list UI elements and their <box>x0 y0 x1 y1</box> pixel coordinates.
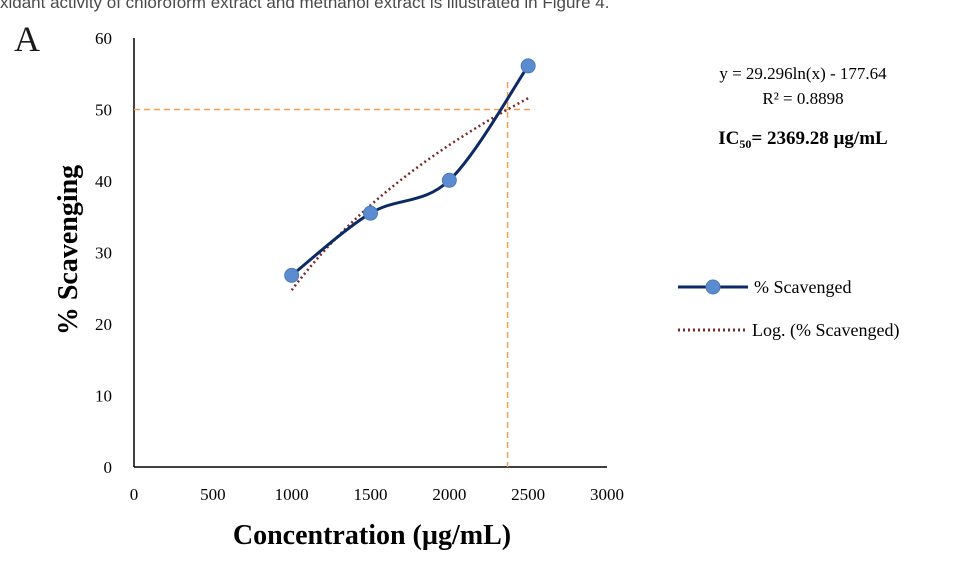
ic50-subscript: 50 <box>739 137 751 151</box>
series-line <box>290 65 530 277</box>
y-tick-label: 50 <box>95 101 112 120</box>
x-axis-title: Concentration (µg/mL) <box>233 520 511 551</box>
ic50-value: = 2369.28 µg/mL <box>751 128 887 149</box>
y-tick-labels: 0 10 20 30 40 50 60 <box>95 29 112 477</box>
ic50-label: IC50= 2369.28 µg/mL <box>718 128 887 151</box>
x-tick-label: 2500 <box>511 485 545 504</box>
x-tick-label: 500 <box>200 485 226 504</box>
y-tick-label: 60 <box>95 29 112 48</box>
x-tick-label: 1500 <box>354 485 388 504</box>
axes <box>133 38 607 468</box>
data-point <box>520 58 536 74</box>
x-tick-label: 0 <box>130 485 139 504</box>
panel-label: A <box>14 19 40 59</box>
series-group <box>284 58 536 283</box>
legend: % Scavenged Log. (% Scavenged) <box>678 277 899 341</box>
ic50-prefix: IC <box>718 128 739 149</box>
y-axis-title: % Scavenging <box>53 165 84 335</box>
trendline-group <box>290 97 529 291</box>
data-point <box>284 267 300 283</box>
ic50-reference-lines <box>134 82 535 467</box>
x-tick-label: 2000 <box>432 485 466 504</box>
y-tick-label: 30 <box>95 244 112 263</box>
data-point <box>363 205 378 221</box>
legend-trend-label: Log. (% Scavenged) <box>752 320 899 341</box>
x-tick-labels: 0 500 1000 1500 2000 2500 3000 <box>130 485 624 504</box>
r-squared-label: R² = 0.8898 <box>762 89 843 108</box>
x-tick-label: 3000 <box>590 485 624 504</box>
y-tick-label: 40 <box>95 172 112 191</box>
legend-series-label: % Scavenged <box>754 277 851 297</box>
regression-equation: y = 29.296ln(x) - 177.64 <box>719 64 887 83</box>
y-tick-label: 10 <box>95 387 112 406</box>
header-text: xidant activity of chloroform extract an… <box>0 0 610 12</box>
y-tick-label: 0 <box>104 458 113 477</box>
y-tick-label: 20 <box>95 315 112 334</box>
legend-series-marker <box>705 279 721 295</box>
x-tick-label: 1000 <box>275 485 309 504</box>
data-point <box>441 172 457 188</box>
log-trendline <box>290 97 529 291</box>
